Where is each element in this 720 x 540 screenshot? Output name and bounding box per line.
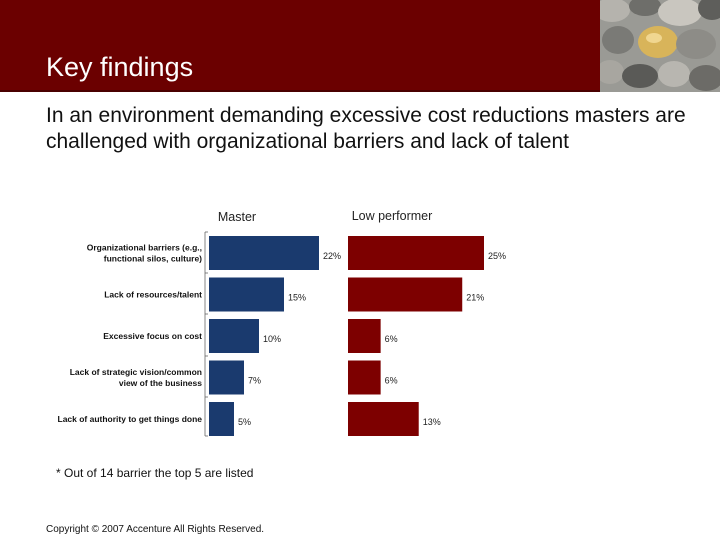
category-label-3: Excessive focus on cost	[103, 331, 202, 341]
data-label-low-performer-2: 21%	[466, 293, 484, 303]
bar-low-performer-4	[348, 360, 381, 395]
bar-master-4	[209, 360, 244, 395]
data-label-low-performer-3: 6%	[385, 334, 398, 344]
bar-low-performer-2	[348, 277, 463, 312]
bar-master-2	[209, 277, 284, 312]
data-label-master-4: 7%	[248, 376, 261, 386]
data-label-low-performer-4: 6%	[385, 376, 398, 386]
slide-title: Key findings	[46, 52, 194, 82]
series-label-low-performer: Low performer	[352, 209, 433, 223]
bar-low-performer-5	[348, 402, 419, 436]
category-label-4: Lack of strategic vision/common	[70, 367, 202, 377]
bar-master-3	[209, 319, 259, 353]
bar-low-performer-1	[348, 236, 484, 270]
category-label-1: Organizational barriers (e.g.,	[87, 243, 202, 253]
data-label-master-5: 5%	[238, 417, 251, 427]
bar-master-1	[209, 236, 319, 270]
data-label-low-performer-5: 13%	[423, 417, 441, 427]
data-label-master-1: 22%	[323, 251, 341, 261]
category-label-2: Lack of resources/talent	[104, 290, 202, 300]
footnote: * Out of 14 barrier the top 5 are listed	[56, 466, 254, 480]
data-label-low-performer-1: 25%	[488, 251, 506, 261]
series-label-master: Master	[218, 210, 256, 224]
data-label-master-2: 15%	[288, 293, 306, 303]
copyright: Copyright © 2007 Accenture All Rights Re…	[46, 524, 265, 535]
stones-image	[600, 0, 720, 92]
category-label-4: view of the business	[119, 378, 202, 388]
header-divider	[0, 90, 720, 92]
slide-subtitle: In an environment demanding excessive co…	[46, 104, 686, 153]
category-label-5: Lack of authority to get things done	[58, 414, 203, 424]
category-label-1: functional silos, culture)	[104, 254, 202, 264]
bar-master-5	[209, 402, 234, 436]
data-label-master-3: 10%	[263, 334, 281, 344]
bar-low-performer-3	[348, 319, 381, 353]
